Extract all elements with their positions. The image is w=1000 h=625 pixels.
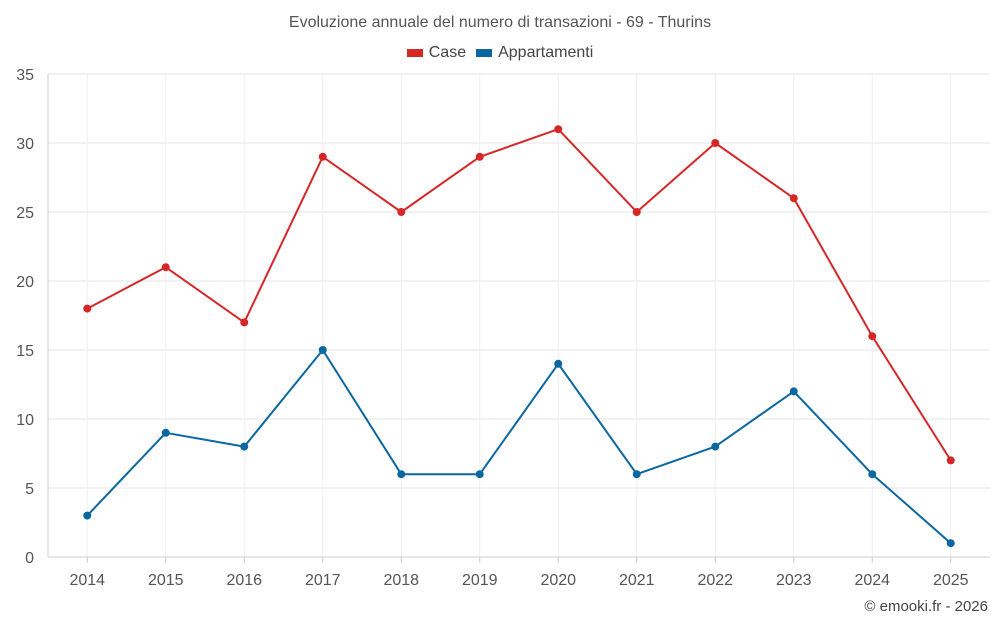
data-point-appartamenti — [240, 442, 249, 451]
legend-label-case: Case — [428, 44, 467, 61]
x-tick-label: 2022 — [697, 572, 733, 589]
data-point-appartamenti — [83, 511, 92, 520]
legend-item-appartamenti[interactable]: Appartamenti — [476, 44, 593, 62]
data-point-case — [554, 125, 563, 134]
x-tick-label: 2025 — [933, 572, 969, 589]
data-point-appartamenti — [711, 442, 720, 451]
legend-swatch-case — [406, 49, 423, 57]
data-point-case — [83, 304, 92, 313]
legend-label-appartamenti: Appartamenti — [498, 44, 594, 61]
y-tick-label: 5 — [25, 481, 34, 498]
data-point-appartamenti — [318, 346, 327, 354]
legend-swatch-appartamenti — [476, 49, 493, 57]
x-tick-label: 2020 — [540, 572, 576, 589]
y-tick-label: 20 — [16, 274, 34, 291]
credit-text: © emooki.fr - 2026 — [864, 598, 988, 615]
legend-item-case[interactable]: Case — [406, 44, 467, 62]
x-tick-label: 2024 — [854, 572, 890, 589]
x-tick-label: 2021 — [619, 572, 655, 589]
data-point-appartamenti — [554, 359, 563, 368]
data-point-appartamenti — [161, 428, 170, 437]
data-point-case — [240, 318, 249, 327]
series-line-appartamenti — [86, 349, 952, 544]
data-point-appartamenti — [789, 387, 798, 396]
y-tick-label: 10 — [16, 412, 34, 429]
data-point-case — [397, 208, 406, 216]
data-point-appartamenti — [946, 539, 955, 548]
x-tick-label: 2015 — [148, 572, 184, 589]
data-point-case — [161, 263, 170, 272]
data-point-appartamenti — [475, 470, 484, 479]
data-point-case — [789, 194, 798, 203]
y-tick-label: 0 — [25, 550, 34, 567]
y-tick-label: 30 — [16, 136, 34, 153]
x-tick-label: 2014 — [69, 572, 105, 589]
y-tick-label: 15 — [16, 343, 34, 360]
data-point-case — [632, 208, 641, 216]
x-tick-label: 2016 — [226, 572, 262, 589]
x-tick-label: 2018 — [383, 572, 419, 589]
data-point-appartamenti — [397, 470, 406, 479]
data-point-appartamenti — [632, 470, 641, 479]
data-point-case — [711, 139, 720, 147]
data-point-case — [868, 332, 877, 341]
x-tick-label: 2023 — [776, 572, 812, 589]
chart-title: Evoluzione annuale del numero di transaz… — [288, 14, 712, 31]
data-point-appartamenti — [868, 470, 877, 479]
x-tick-label: 2017 — [305, 572, 341, 589]
y-tick-label: 25 — [16, 205, 34, 222]
data-point-case — [475, 152, 484, 161]
y-tick-label: 35 — [16, 67, 34, 84]
legend: Case Appartamenti — [0, 44, 1000, 62]
data-point-case — [318, 152, 327, 161]
x-tick-label: 2019 — [462, 572, 498, 589]
series-line-case — [86, 128, 952, 461]
data-point-case — [946, 456, 955, 465]
